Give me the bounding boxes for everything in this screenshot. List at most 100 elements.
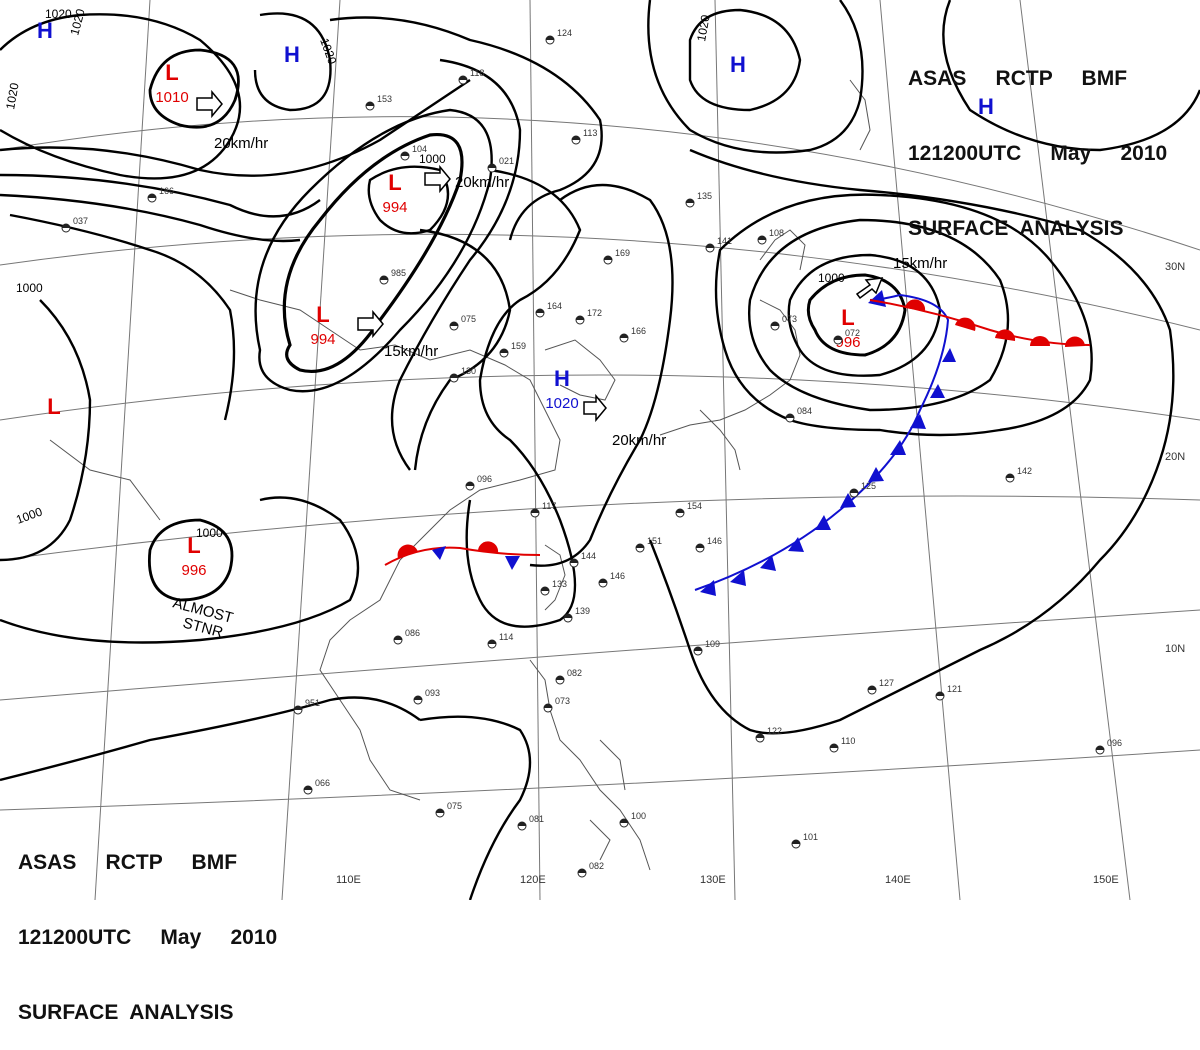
station-pressure-code: 104 (412, 144, 427, 154)
station-plot: 124 (545, 28, 572, 45)
title-code: BMF (191, 851, 238, 874)
station-pressure-code: 121 (947, 684, 962, 694)
station-pressure-code: 075 (461, 314, 476, 324)
station-pressure-code: 096 (1107, 738, 1122, 748)
title-agency: ASAS (18, 851, 77, 874)
station-pressure-code: 951 (305, 698, 320, 708)
station-pressure-code: 154 (687, 501, 702, 511)
station-plot: 096 (465, 474, 492, 491)
graticule (0, 0, 1200, 900)
station-plot: 073 (543, 696, 570, 713)
station-cloud-cover (604, 256, 612, 260)
station-plot: 081 (517, 814, 544, 831)
title-line-1: ASAS RCTP BMF (18, 850, 277, 875)
high-pressure-marker: H (730, 52, 746, 77)
station-cloud-cover (546, 36, 554, 40)
title-line-1: ASAS RCTP BMF (908, 66, 1167, 91)
title-line-2: 121200UTC May 2010 (18, 925, 277, 950)
title-code: BMF (1081, 67, 1128, 90)
station-plot: 109 (693, 639, 720, 656)
station-pressure-code: 146 (610, 571, 625, 581)
station-plot: 951 (293, 698, 320, 715)
isobar-label: 1020 (67, 7, 88, 37)
movement-label: 15km/hr (893, 255, 947, 272)
station-cloud-cover (450, 322, 458, 326)
station-pressure-code: 159 (511, 341, 526, 351)
title-line-3: SURFACE ANALYSIS (908, 217, 1124, 240)
longitude-label: 130E (700, 874, 726, 886)
station-pressure-code: 124 (557, 28, 572, 38)
title-time: 121200UTC (908, 142, 1022, 165)
station-pressure-code: 127 (879, 678, 894, 688)
isobar-labels: 1020 1020 1020 1020 1020 1000 1000 1000 … (3, 7, 845, 540)
station-pressure-code: 164 (547, 301, 562, 311)
station-pressure-code: 144 (581, 551, 596, 561)
station-cloud-cover (756, 734, 764, 738)
station-cloud-cover (544, 704, 552, 708)
station-pressure-code: 073 (782, 314, 797, 324)
station-cloud-cover (401, 152, 409, 156)
station-plot: 985 (379, 268, 406, 285)
station-cloud-cover (148, 194, 156, 198)
longitude-labels: 110E 120E 130E 140E 150E (336, 874, 1119, 886)
station-cloud-cover (414, 696, 422, 700)
station-cloud-cover (570, 559, 578, 563)
station-cloud-cover (450, 374, 458, 378)
station-pressure-code: 073 (555, 696, 570, 706)
station-plot: 164 (535, 301, 562, 318)
station-pressure-code: 096 (477, 474, 492, 484)
station-pressure-code: 118 (470, 68, 484, 78)
station-pressure-code: 141 (717, 236, 732, 246)
station-plot: 072 (833, 328, 860, 345)
station-cloud-cover (868, 686, 876, 690)
station-pressure-code: 117 (542, 501, 556, 511)
station-pressure-code: 066 (315, 778, 330, 788)
station-cloud-cover (500, 349, 508, 353)
low-pressure-marker: L (165, 60, 178, 85)
station-cloud-cover (694, 647, 702, 651)
station-plot: 146 (598, 571, 625, 588)
station-cloud-cover (936, 692, 944, 696)
high-pressure-marker: H (978, 94, 994, 119)
station-pressure-code: 146 (707, 536, 722, 546)
almost-stnr-annotation: ALMOST STNR (171, 594, 235, 641)
station-cloud-cover (62, 224, 70, 228)
station-plot: 142 (1005, 466, 1032, 483)
station-pressure-code: 166 (159, 186, 174, 196)
station-plot: 100 (619, 811, 646, 828)
isobar-label: 1000 (16, 281, 43, 295)
station-cloud-cover (488, 164, 496, 168)
isobar-label: 1000 (196, 526, 223, 540)
longitude-label: 110E (336, 874, 361, 886)
station-plot: 127 (867, 678, 894, 695)
title-time: 121200UTC (18, 926, 132, 949)
station-plot: 166 (147, 186, 174, 203)
station-cloud-cover (620, 819, 628, 823)
station-plot: 086 (393, 628, 420, 645)
station-cloud-cover (518, 822, 526, 826)
low-pressure-marker: L (187, 533, 200, 558)
station-pressure-code: 166 (631, 326, 646, 336)
station-cloud-cover (541, 587, 549, 591)
station-plot: 133 (540, 579, 567, 596)
station-pressure-code: 135 (697, 191, 712, 201)
station-pressure-code: 114 (499, 632, 513, 642)
central-pressure-value: 994 (310, 331, 335, 348)
station-plot: 073 (770, 314, 797, 331)
station-plot: 114 (487, 632, 513, 649)
station-plot: 151 (635, 536, 662, 553)
movement-label: 20km/hr (612, 432, 666, 449)
latitude-label: 10N (1165, 643, 1185, 655)
station-plot: 125 (849, 481, 876, 498)
station-cloud-cover (786, 414, 794, 418)
station-cloud-cover (572, 136, 580, 140)
station-cloud-cover (706, 244, 714, 248)
station-cloud-cover (556, 676, 564, 680)
station-cloud-cover (576, 316, 584, 320)
station-pressure-code: 108 (769, 228, 784, 238)
station-cloud-cover (850, 489, 858, 493)
station-plot: 075 (449, 314, 476, 331)
station-plot: 104 (400, 144, 427, 161)
station-pressure-code: 075 (447, 801, 462, 811)
